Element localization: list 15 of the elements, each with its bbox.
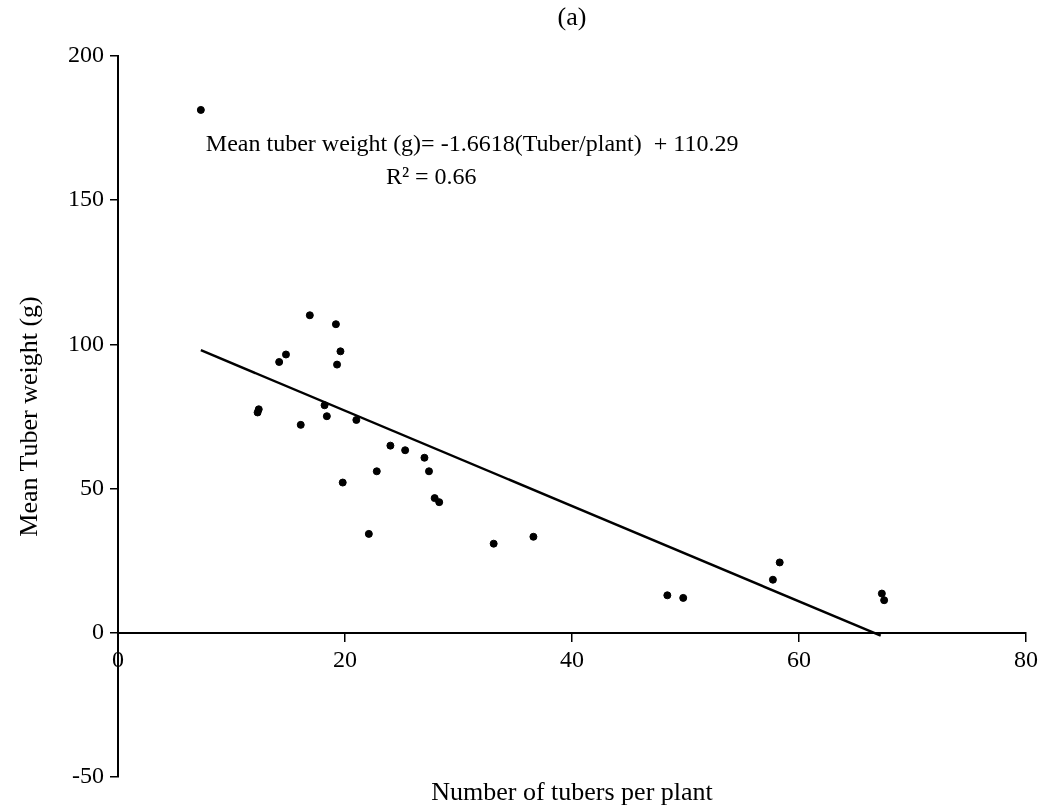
x-tick-label: 60 xyxy=(787,646,811,673)
y-axis-title: Mean Tuber weight (g) xyxy=(13,296,43,537)
x-tick-label: 20 xyxy=(333,646,357,673)
y-tick-label: 100 xyxy=(68,329,104,356)
x-axis-title: Number of tubers per plant xyxy=(431,776,714,806)
chart-title: (a) xyxy=(557,1,587,31)
y-tick-label: 0 xyxy=(92,618,104,645)
y-tick-label: 50 xyxy=(80,473,104,500)
y-tick-label: -50 xyxy=(72,762,104,789)
y-tick-label: 150 xyxy=(68,185,104,212)
x-tick-label: 80 xyxy=(1014,646,1038,673)
annotation: Mean tuber weight (g)= -1.6618(Tuber/plant) + 110.29 xyxy=(205,130,739,157)
y-tick-label: 200 xyxy=(68,41,104,68)
annotation: R² = 0.66 xyxy=(385,163,477,190)
x-tick-label: 40 xyxy=(560,646,584,673)
